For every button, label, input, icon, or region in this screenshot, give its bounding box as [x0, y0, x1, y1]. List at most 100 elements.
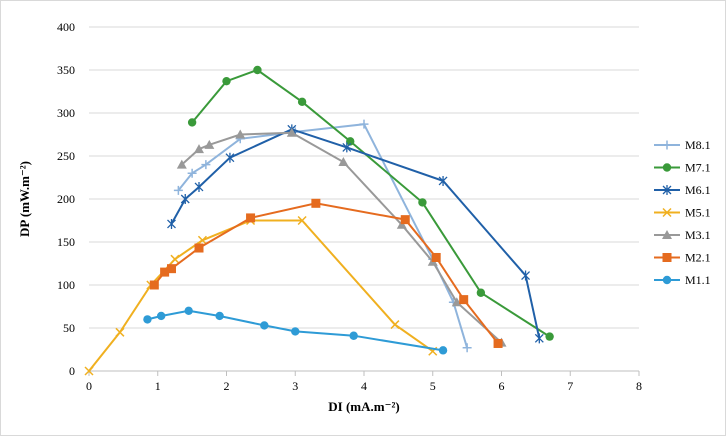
data-point	[173, 185, 183, 195]
data-point	[215, 311, 224, 321]
legend-label: M8.1	[685, 138, 711, 152]
data-point	[418, 198, 427, 207]
data-point	[390, 320, 400, 330]
legend-label: M5.1	[685, 206, 711, 220]
x-tick-label: 8	[636, 379, 642, 393]
legend-label: M2.1	[685, 251, 711, 265]
data-point	[194, 181, 204, 192]
data-point	[187, 168, 197, 178]
data-point	[143, 315, 152, 324]
data-point	[359, 119, 369, 129]
data-point	[160, 267, 170, 277]
data-point	[545, 332, 554, 341]
data-point	[438, 175, 448, 186]
legend: M8.1 M7.1 M6.1 M5.1 M3.1 M2.1 M1.1	[654, 138, 711, 287]
legend-entry: M3.1	[654, 228, 711, 242]
data-point	[438, 346, 448, 355]
y-tick-label: 200	[57, 192, 75, 206]
y-tick-label: 0	[69, 364, 75, 378]
x-axis-label: DI (mA.m⁻²)	[328, 399, 399, 414]
series-lines	[84, 65, 554, 376]
grid	[89, 26, 639, 329]
legend-marker	[662, 253, 672, 262]
legend-entry: M5.1	[654, 206, 711, 220]
data-point	[201, 160, 211, 170]
data-point	[194, 144, 204, 154]
x-tick-label: 2	[224, 379, 230, 393]
x-tick-label: 7	[567, 379, 573, 393]
legend-label: M6.1	[685, 183, 711, 197]
data-point	[396, 219, 407, 229]
series-line	[88, 219, 434, 372]
data-point	[342, 142, 352, 153]
data-point	[311, 198, 321, 208]
data-point	[521, 270, 531, 281]
data-point	[194, 243, 204, 253]
data-point	[149, 280, 159, 290]
data-point	[338, 157, 349, 167]
y-tick-label: 150	[57, 235, 75, 249]
data-point	[459, 295, 469, 305]
data-point	[297, 97, 307, 107]
tick-labels: 0 50 100 150 200 250 300 350 400 0 1 2 3 4 5 6 7 8	[57, 20, 642, 393]
legend-marker	[662, 140, 672, 150]
data-point	[170, 254, 180, 264]
data-point	[167, 264, 176, 274]
data-point	[534, 333, 544, 344]
data-point	[84, 366, 94, 376]
y-axis-label: DP (mW.m⁻²)	[17, 161, 32, 237]
legend-entry: M8.1	[654, 138, 711, 152]
x-tick-label: 5	[430, 379, 436, 393]
data-point	[291, 327, 300, 336]
data-point	[493, 338, 503, 348]
y-tick-label: 350	[57, 63, 75, 77]
legend-label: M3.1	[685, 228, 711, 242]
data-point	[476, 288, 486, 297]
legend-marker	[662, 207, 672, 218]
data-point	[204, 139, 215, 149]
data-point	[462, 343, 472, 353]
y-tick-label: 300	[57, 106, 75, 120]
legend-label: M1.1	[685, 273, 711, 287]
series-M1.1	[143, 306, 448, 355]
legend-entry: M2.1	[654, 251, 711, 265]
x-tick-label: 6	[499, 379, 505, 393]
data-point	[184, 306, 193, 315]
data-point	[349, 331, 358, 340]
data-point	[346, 137, 355, 146]
x-tick-label: 3	[292, 379, 298, 393]
data-point	[222, 76, 231, 86]
data-point	[246, 213, 256, 223]
data-point	[180, 194, 190, 204]
data-point	[115, 327, 125, 337]
x-tick-label: 0	[86, 379, 92, 393]
data-point	[400, 215, 410, 225]
series-line	[153, 202, 499, 345]
data-point	[187, 118, 197, 127]
series-M5.1	[84, 215, 438, 376]
x-tick-label: 4	[361, 379, 367, 393]
legend-entry: M6.1	[654, 183, 711, 197]
data-point	[156, 311, 166, 321]
series-M7.1	[187, 65, 554, 341]
legend-entry: M1.1	[654, 273, 711, 287]
legend-marker	[662, 230, 672, 239]
y-tick-label: 100	[57, 278, 75, 292]
data-point	[297, 215, 307, 226]
data-point	[225, 152, 235, 163]
legend-marker	[662, 185, 672, 195]
legend-entry: M7.1	[654, 161, 711, 175]
series-line	[147, 309, 444, 352]
legend-marker	[662, 163, 672, 172]
data-point	[260, 321, 269, 330]
data-point	[253, 65, 262, 75]
y-tick-label: 400	[57, 20, 75, 34]
y-tick-label: 250	[57, 149, 75, 163]
series-line	[191, 68, 551, 338]
data-point	[286, 127, 297, 137]
data-point	[431, 252, 441, 262]
data-point	[197, 235, 207, 245]
axes	[88, 370, 640, 376]
